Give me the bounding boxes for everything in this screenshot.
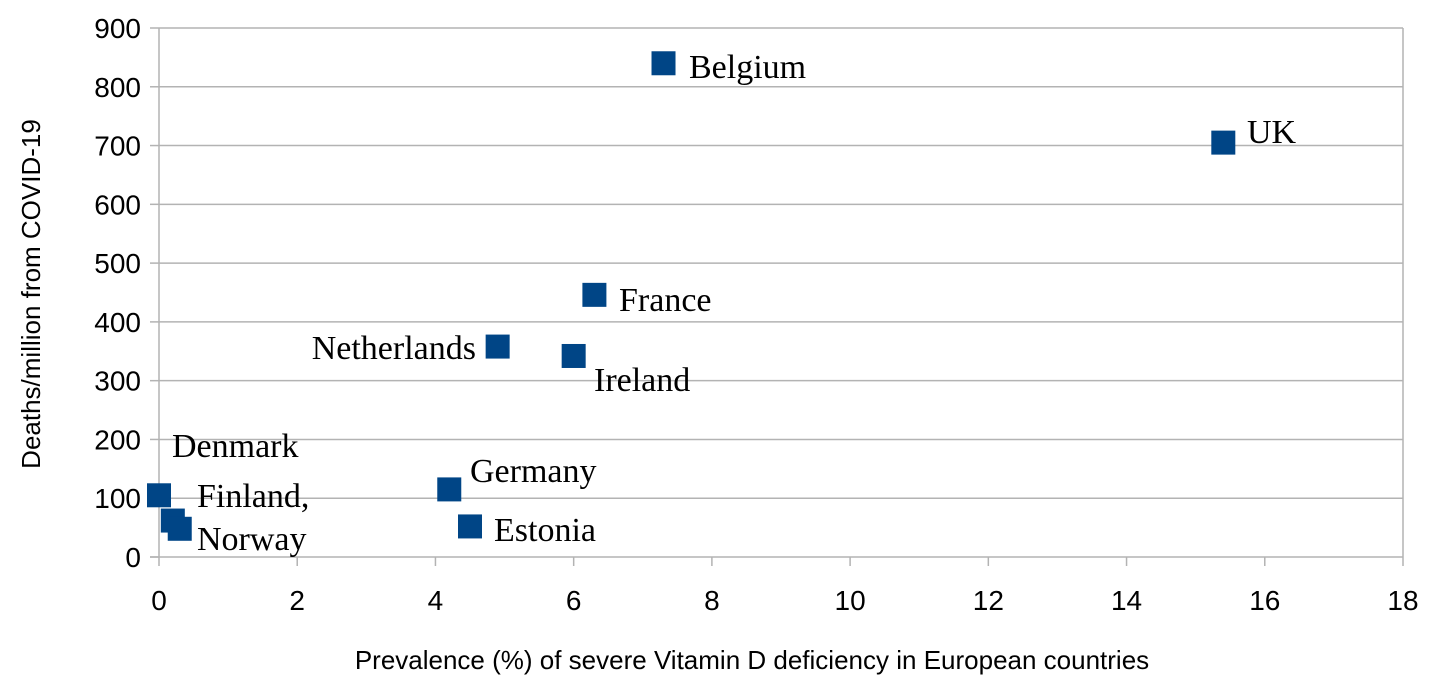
y-tick-label: 800 bbox=[94, 72, 141, 103]
point-label: Norway bbox=[197, 521, 307, 558]
x-tick-label: 16 bbox=[1249, 585, 1280, 616]
data-point bbox=[167, 516, 192, 541]
point-label: Netherlands bbox=[312, 330, 476, 367]
point-label: Belgium bbox=[689, 49, 806, 86]
data-point bbox=[582, 282, 607, 307]
x-tick-label: 14 bbox=[1111, 585, 1142, 616]
y-tick-label: 200 bbox=[94, 424, 141, 455]
data-point bbox=[561, 343, 586, 368]
grid-layer bbox=[159, 27, 1403, 499]
x-tick-label: 2 bbox=[289, 585, 305, 616]
point-label: France bbox=[619, 282, 712, 319]
data-point bbox=[147, 483, 171, 508]
point-label: Denmark bbox=[172, 428, 299, 465]
x-tick-label: 0 bbox=[151, 585, 167, 616]
y-tick-label: 100 bbox=[94, 483, 141, 514]
point-label: UK bbox=[1247, 114, 1297, 151]
data-point bbox=[651, 51, 676, 76]
x-tick-label: 10 bbox=[835, 585, 866, 616]
point-label: Finland, bbox=[197, 478, 309, 515]
point-label: Ireland bbox=[594, 362, 690, 399]
axis-layer bbox=[150, 27, 1404, 566]
x-tick-label: 6 bbox=[566, 585, 582, 616]
data-point-layer bbox=[147, 51, 1236, 541]
y-tick-label: 400 bbox=[94, 307, 141, 338]
point-label: Estonia bbox=[494, 512, 596, 549]
point-label-layer: Belgium UK France Netherlands Ireland Denmark… bbox=[172, 49, 1297, 558]
data-point bbox=[458, 514, 482, 539]
tick-label-layer: 0 100 200 300 400 500 600 700 800 900 0 2 4 6 8 10 12 14 1… bbox=[94, 13, 1418, 616]
data-point bbox=[1211, 130, 1236, 155]
y-tick-label: 900 bbox=[94, 13, 141, 44]
y-tick-label: 0 bbox=[125, 542, 141, 573]
x-tick-label: 12 bbox=[973, 585, 1004, 616]
y-tick-label: 500 bbox=[94, 248, 141, 279]
x-tick-label: 18 bbox=[1387, 585, 1418, 616]
y-tick-label: 300 bbox=[94, 366, 141, 397]
y-tick-label: 700 bbox=[94, 131, 141, 162]
data-point bbox=[437, 477, 462, 502]
point-label: Germany bbox=[470, 453, 597, 490]
data-point bbox=[485, 334, 510, 359]
x-axis-title: Prevalence (%) of severe Vitamin D defic… bbox=[355, 645, 1149, 675]
y-axis-title: Deaths/million from COVID-19 bbox=[16, 119, 46, 469]
x-tick-label: 4 bbox=[428, 585, 444, 616]
x-tick-label: 8 bbox=[704, 585, 720, 616]
y-tick-label: 600 bbox=[94, 189, 141, 220]
